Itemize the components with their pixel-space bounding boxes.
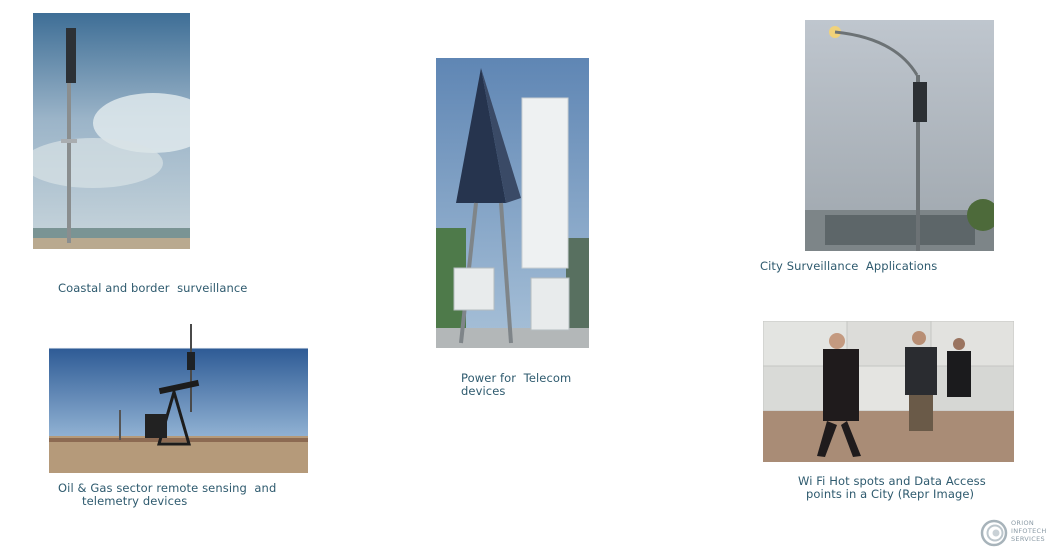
caption-oilgas-2: telemetry devices [82,494,188,508]
spiral-logo-icon [980,519,1008,547]
city-surveillance-photo [805,20,994,251]
logo-line-1: ORION [1011,519,1035,527]
caption-coastal: Coastal and border surveillance [58,281,248,295]
caption-wifi-2: points in a City (Repr Image) [806,487,975,501]
caption-telecom-1: Power for Telecom [461,371,572,385]
oil-gas-photo [49,322,308,473]
logo-line-2: INFOTECH [1011,527,1047,535]
caption-oilgas-1: Oil & Gas sector remote sensing and [58,481,277,495]
telecom-solar-photo [436,58,589,348]
caption-city: City Surveillance Applications [760,259,938,273]
caption-telecom-2: devices [461,384,506,398]
logo-text: ORION INFOTECH SERVICES [1011,519,1047,543]
company-logo [980,518,1046,548]
coastal-surveillance-photo [33,13,190,249]
logo-line-3: SERVICES [1011,535,1045,543]
caption-wifi-1: Wi Fi Hot spots and Data Access [798,474,986,488]
wifi-hotspot-photo [763,321,1014,462]
